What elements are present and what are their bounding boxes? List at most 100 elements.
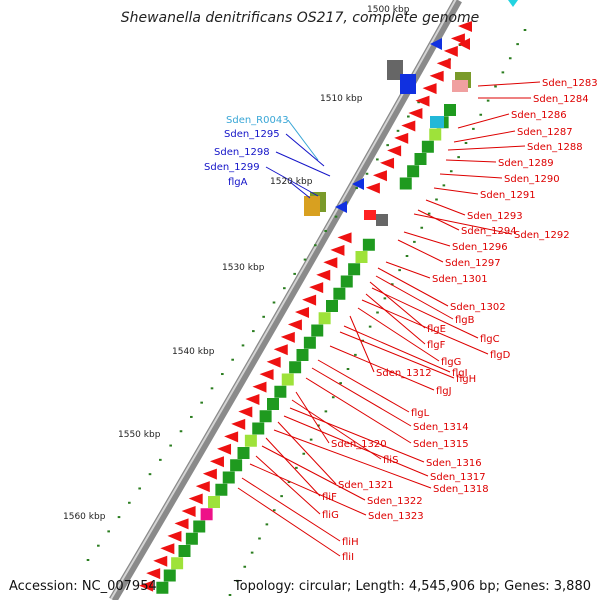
tick-mark-left — [86, 559, 90, 561]
gene-arrow-red — [309, 282, 324, 294]
gene-arrow-red — [245, 394, 260, 406]
tick-mark-left — [138, 487, 141, 490]
leader-line — [477, 81, 541, 87]
tick-mark-left — [324, 229, 327, 232]
leader-line — [403, 231, 451, 247]
gene-label-right: flgD — [490, 350, 511, 361]
leader-line — [275, 151, 331, 177]
gene-arrow-red — [167, 530, 182, 542]
gene-arrow-red — [443, 45, 458, 57]
gene-arrow-red — [302, 294, 317, 306]
tick-mark-right — [250, 551, 254, 554]
gene-block-green — [355, 251, 368, 263]
leader-line — [447, 145, 526, 151]
gene-arrow-red — [458, 38, 470, 50]
gene-label-right: Sden_1320 — [331, 439, 387, 450]
tick-mark-right — [442, 184, 446, 187]
leader-line — [371, 287, 479, 339]
gene-arrow-red — [224, 431, 239, 443]
leader-line — [339, 331, 455, 379]
gene-arrow-red — [209, 456, 224, 468]
gene-arrow-red — [259, 369, 274, 381]
gene-block-green — [215, 483, 228, 496]
gene-arrow-red — [458, 21, 472, 32]
gene-label-right: fliI — [342, 552, 354, 563]
genome-summary-text: Topology: circular; Length: 4,545,906 bp… — [233, 579, 591, 594]
gene-block-green — [274, 385, 287, 398]
leader-line — [265, 437, 321, 497]
gene-arrow-red — [337, 232, 352, 244]
tick-mark-left — [376, 158, 379, 161]
tick-mark-right — [398, 269, 401, 272]
tick-mark-right — [236, 579, 239, 582]
accession-text: Accession: NC_007954 — [9, 579, 157, 594]
gene-block-green — [237, 447, 250, 459]
gene-label-left: Sden_1299 — [204, 162, 260, 173]
gene-arrow-red — [372, 170, 387, 182]
gene-block-green — [303, 336, 316, 349]
leader-line — [261, 445, 366, 501]
tick-mark-right — [302, 452, 306, 455]
leader-line — [439, 173, 503, 179]
gene-block-green — [362, 238, 375, 251]
gene-label-right: Sden_1302 — [450, 302, 506, 313]
gene-arrow-red — [450, 33, 465, 45]
tick-mark-right — [427, 212, 431, 215]
gene-label-right: Sden_1312 — [376, 368, 432, 379]
tick-mark-right — [280, 495, 283, 498]
gene-label-right: flgC — [480, 334, 500, 345]
gene-arrow-red — [295, 307, 309, 318]
tick-mark-left — [159, 458, 162, 461]
leader-line — [317, 359, 410, 413]
leader-lines — [237, 81, 541, 557]
gene-block-green — [156, 581, 169, 594]
tick-mark-left — [365, 172, 369, 175]
gene-block — [430, 116, 444, 128]
gene-arrow-red — [387, 145, 402, 157]
tick-mark-right — [228, 594, 232, 596]
tick-mark-left — [272, 301, 276, 304]
gene-block-green — [200, 508, 213, 521]
gene-label-right: flgG — [441, 357, 461, 368]
gene-label-right: Sden_1287 — [517, 127, 573, 138]
leader-line — [329, 345, 435, 391]
gene-arrow-red — [380, 157, 395, 169]
gene-label-right: Sden_1296 — [452, 242, 508, 253]
gene-label-right: flgF — [427, 340, 446, 351]
gene-label-right: fliF — [322, 492, 337, 503]
gene-label-right: Sden_1293 — [467, 211, 523, 222]
tick-mark-left — [386, 144, 389, 147]
kbp-label: 1500 kbp — [367, 5, 410, 15]
tick-mark-right — [265, 523, 269, 526]
gene-arrow-red — [408, 108, 423, 120]
gene-arrow-red — [316, 269, 331, 281]
gene-arrow-blue — [335, 201, 347, 213]
gene-block-green — [252, 422, 265, 435]
tick-mark-left — [334, 215, 338, 218]
tick-mark-left — [241, 344, 245, 347]
leader-line — [311, 367, 412, 427]
gene-label-right: Sden_1283 — [542, 78, 598, 89]
gene-arrow-red — [287, 319, 302, 331]
gene-label-right: Sden_1323 — [368, 511, 424, 522]
tick-mark-left — [231, 358, 234, 361]
gene-arrow-red — [160, 543, 175, 555]
gene-block — [387, 60, 403, 80]
gene-block — [364, 210, 376, 220]
tick-mark-right — [287, 481, 291, 483]
gene-features — [139, 0, 518, 594]
gene-block-green — [193, 520, 206, 533]
tick-mark-left — [169, 444, 172, 447]
gene-label-right: Sden_1284 — [533, 94, 589, 105]
gene-block-green — [340, 275, 353, 288]
gene-label-left: Sden_R0043 — [226, 115, 289, 126]
leader-line — [365, 293, 426, 345]
tick-mark-right — [295, 466, 298, 469]
tick-mark-right — [516, 43, 519, 46]
kbp-label: 1560 kbp — [63, 512, 106, 522]
gene-arrow-red — [188, 493, 203, 505]
tick-mark-left — [117, 516, 121, 519]
tick-mark-right — [479, 113, 483, 116]
gene-arrow-red — [195, 481, 210, 493]
